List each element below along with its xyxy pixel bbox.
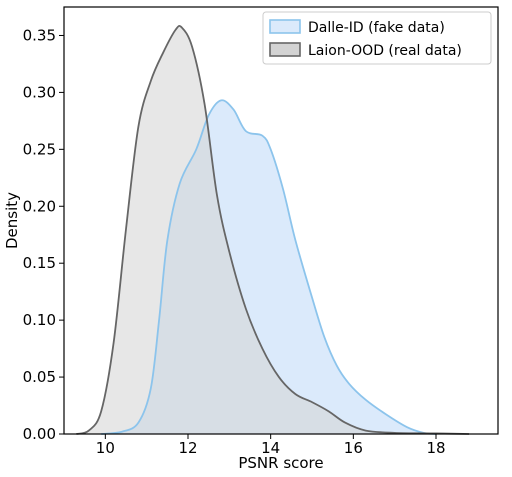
x-tick-label: 18	[426, 439, 445, 457]
legend-swatch-laion	[269, 42, 301, 57]
x-tick-label: 16	[344, 439, 363, 457]
y-tick-label: 0.35	[23, 26, 56, 44]
series-area-laion	[76, 25, 470, 434]
y-tick-label: 0.25	[23, 140, 56, 158]
legend-box	[262, 11, 492, 65]
ticks-layer: 10 12 14 16 18 0.00 0.05 0.10 0.15 0.20 0.25 0.30 0.…	[23, 26, 446, 457]
x-tick-label: 14	[261, 439, 280, 457]
series-line-laion	[76, 24, 470, 435]
x-tick-label: 12	[178, 439, 197, 457]
series-line-dalle	[101, 99, 437, 435]
y-tick-label: 0.00	[23, 425, 56, 443]
y-axis-label: Density	[3, 192, 21, 249]
legend-label-laion: Laion-OOD (real data)	[308, 43, 462, 59]
legend-swatch-dalle	[269, 19, 301, 34]
y-tick-label: 0.20	[23, 197, 56, 215]
legend: Dalle-ID (fake data) Laion-OOD (real dat…	[262, 11, 492, 65]
x-tick-label: 10	[96, 439, 115, 457]
y-tick-label: 0.30	[23, 83, 56, 101]
series-layer	[76, 24, 470, 435]
y-tick-label: 0.05	[23, 368, 56, 386]
y-tick-label: 0.10	[23, 311, 56, 329]
x-axis-label: PSNR score	[238, 454, 323, 472]
legend-label-dalle: Dalle-ID (fake data)	[308, 20, 445, 36]
plot-frame	[63, 6, 499, 435]
y-tick-label: 0.15	[23, 254, 56, 272]
